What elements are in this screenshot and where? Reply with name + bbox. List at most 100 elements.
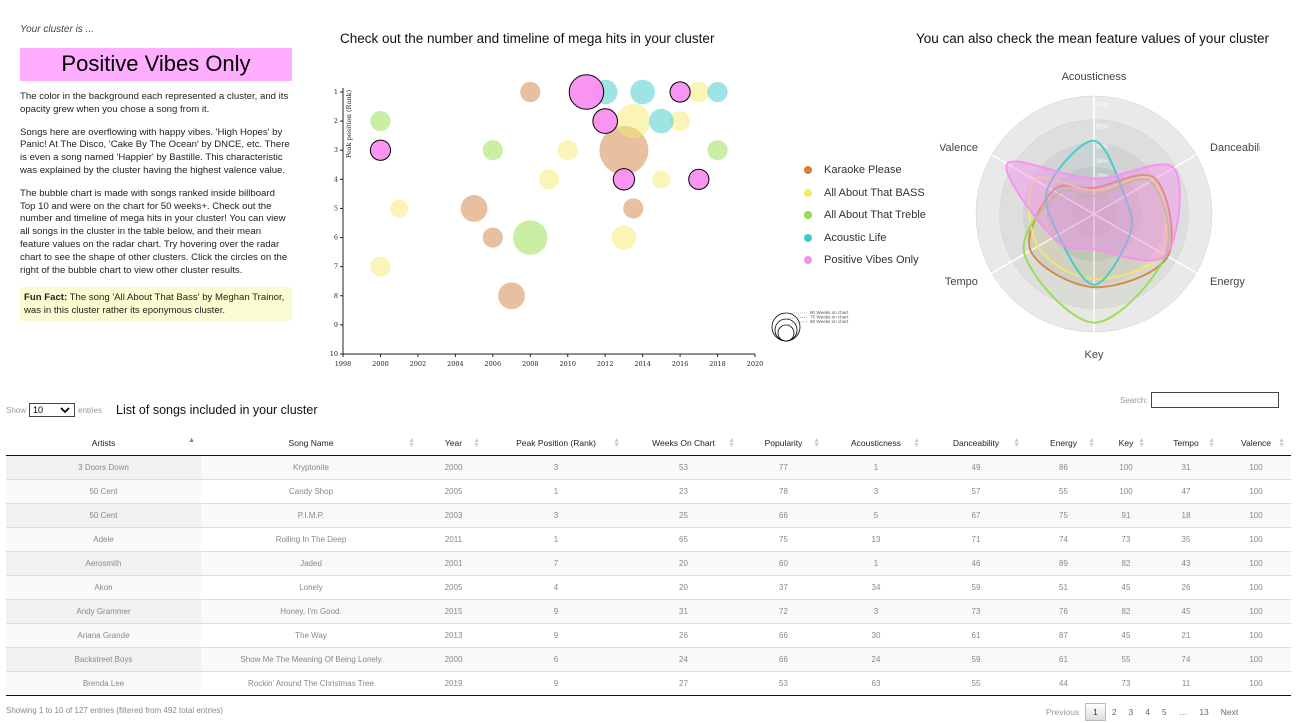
size-legend-circle [771,312,801,342]
radar-chart[interactable]: Acousticness Danceability Energy Key Tempo Va… [940,70,1260,370]
table-cell: 73 [1101,527,1151,552]
column-header[interactable]: Song Name ▲ ▼ [201,432,421,456]
bubble-point[interactable] [623,198,644,219]
bubble-point[interactable] [688,81,709,103]
bubble-point[interactable] [370,111,391,132]
bubble-point[interactable] [611,225,637,250]
search-input[interactable] [1150,392,1279,408]
legend-dot[interactable] [804,188,812,197]
bubble-point[interactable] [568,74,605,110]
bubble-point[interactable] [370,256,391,277]
table-cell: 1 [486,479,626,504]
table-cell: 100 [1221,671,1291,696]
table-cell: 59 [926,575,1026,600]
sort-icon: ▲ ▼ [473,437,480,449]
legend-item[interactable]: All About That BASS [804,182,926,205]
bubble-point[interactable] [707,81,728,103]
pagination-page[interactable]: 1 [1085,703,1106,721]
column-header-label: Acousticness [850,438,902,449]
column-header[interactable]: Valence ▲ ▼ [1221,432,1291,456]
bubble-point[interactable] [669,81,691,103]
radar-series-area[interactable] [1005,160,1181,262]
column-header[interactable]: Weeks On Chart ▲ ▼ [626,432,741,456]
column-header[interactable]: Year ▲ ▼ [421,432,486,456]
bubble-point[interactable] [612,168,636,191]
table-cell: 3 [826,479,926,504]
table-row[interactable]: Andy Grammer Honey, I'm Good. 2015 9 31 72 3 73… [6,599,1291,624]
column-header[interactable]: Energy ▲ ▼ [1026,432,1101,456]
pagination-page[interactable]: 3 [1128,707,1134,717]
table-search: Search: [1120,392,1279,408]
table-cell: 55 [1101,647,1151,672]
bubble-point[interactable] [652,170,671,189]
table-row[interactable]: Aerosmith Jaded 2001 7 20 60 1 46 89 82 43 100 [6,551,1291,576]
bubble-point[interactable] [498,282,525,310]
pagination-next[interactable]: Next [1220,707,1239,717]
table-cell: 23 [626,479,741,504]
pagination-page[interactable]: 4 [1145,707,1151,717]
legend-dot[interactable] [804,211,812,220]
legend-dot[interactable] [804,233,812,242]
intro-panel: Your cluster is ... Positive Vibes Only … [20,24,292,322]
bubble-point[interactable] [669,111,691,132]
pagination-page[interactable]: 2 [1111,707,1117,717]
bubble-point[interactable] [649,108,674,134]
table-cell: 100 [1221,503,1291,528]
table-cell: 20 [626,575,741,600]
bubble-point[interactable] [630,79,655,105]
table-row[interactable]: Backstreet Boys Show Me The Meaning Of Be… [6,647,1291,672]
radar-axis-label: Energy [1210,276,1245,288]
table-row[interactable]: 3 Doors Down Kryptonite 2000 3 53 77 1 49 86 100 3… [6,455,1291,480]
radar-series-area[interactable] [1027,175,1168,280]
bubble-point[interactable] [513,220,548,255]
table-cell: 78 [741,479,826,504]
legend-item[interactable]: Acoustic Life [804,227,926,250]
bubble-point[interactable] [390,199,409,218]
y-tick-label: 3 [334,146,338,154]
table-cell: 34 [826,575,926,600]
column-header[interactable]: Acousticness ▲ ▼ [826,432,926,456]
radar-series-area[interactable] [1022,178,1170,324]
table-row[interactable]: Adele Rolling In The Deep 2011 1 65 75 13 71 74 7… [6,527,1291,552]
table-cell: 100 [1221,575,1291,600]
legend-dot[interactable] [804,166,812,175]
column-header[interactable]: Danceability ▲ ▼ [926,432,1026,456]
legend-item[interactable]: Karaoke Please [804,159,926,182]
bubble-point[interactable] [616,103,651,139]
table-row[interactable]: Ariana Grande The Way 2013 9 26 66 30 61 87 45 21 1… [6,623,1291,648]
legend-item[interactable]: All About That Treble [804,204,926,227]
table-cell: 2005 [421,575,486,600]
pagination-previous[interactable]: Previous [1046,707,1080,717]
bubble-point[interactable] [482,140,503,161]
bubble-point[interactable] [482,227,503,248]
column-header[interactable]: Tempo ▲ ▼ [1151,432,1221,456]
table-cell: Kryptonite [201,455,421,480]
column-header[interactable]: Key ▲ ▼ [1101,432,1151,456]
bubble-point[interactable] [538,169,560,190]
entries-select[interactable]: 10 [29,403,76,417]
table-cell: 75 [741,527,826,552]
bubble-point[interactable] [557,140,578,161]
table-cell: 51 [1026,575,1101,600]
bubble-point[interactable] [592,108,618,134]
column-header[interactable]: Artists ▲ [6,432,201,456]
bubble-point[interactable] [520,81,541,103]
column-header[interactable]: Peak Position (Rank) ▲ ▼ [486,432,626,456]
table-row[interactable]: 50 Cent P.I.M.P. 2003 3 25 66 5 67 75 91 18 100 [6,503,1291,528]
bubble-point[interactable] [688,168,710,190]
pagination-page[interactable]: 5 [1162,707,1167,717]
column-header[interactable]: Popularity ▲ ▼ [741,432,826,456]
table-row[interactable]: 50 Cent Candy Shop 2005 1 23 78 3 57 55 100 47 100 [6,479,1291,504]
column-header-label: Tempo [1173,438,1199,449]
bubble-point[interactable] [707,140,728,161]
cluster-legend: Karaoke Please All About That BASS All Abo… [804,159,926,272]
table-cell: 30 [826,623,926,648]
table-row[interactable]: Akon Lonely 2005 4 20 37 34 59 51 45 26 100 [6,575,1291,600]
table-row[interactable]: Brenda Lee Rockin' Around The Christmas T… [6,671,1291,696]
bubble-point[interactable] [460,195,488,222]
bubble-point[interactable] [369,139,392,161]
legend-dot[interactable] [804,256,812,265]
y-axis-label: Peak position (Rank) [345,89,353,158]
pagination-page[interactable]: 13 [1199,707,1209,717]
legend-item[interactable]: Positive Vibes Only [804,249,926,272]
